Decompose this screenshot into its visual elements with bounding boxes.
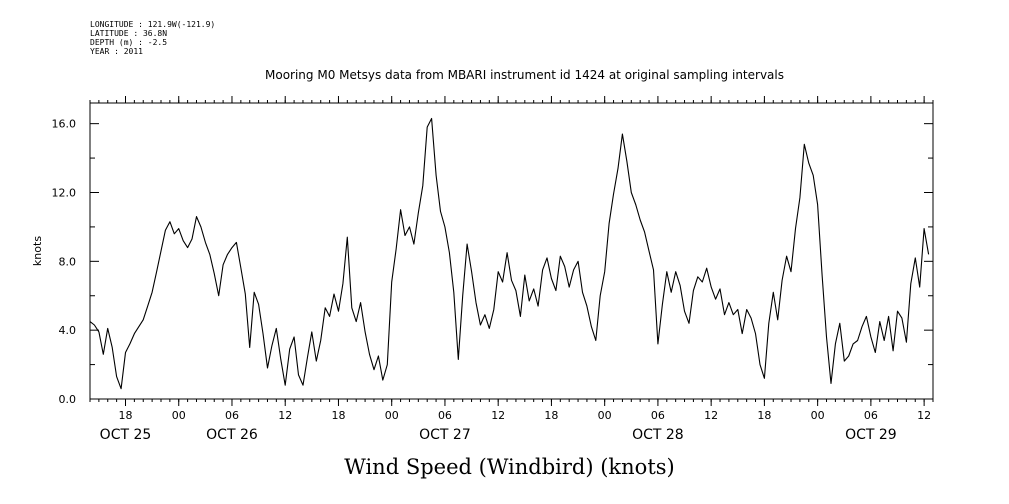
chart-title: Mooring M0 Metsys data from MBARI instru… [265,68,784,82]
x-day-label: OCT 25 [100,427,152,443]
x-tick-label: 12 [917,409,931,422]
y-axis-label: knots [31,236,44,266]
x-tick-label: 06 [651,409,665,422]
x-tick-label: 00 [385,409,399,422]
x-tick-label: 00 [811,409,825,422]
x-day-label: OCT 29 [845,427,897,443]
metadata-block: LONGITUDE : 121.9W(-121.9) LATITUDE : 36… [90,20,215,56]
x-tick-label: 18 [757,409,771,422]
x-day-label: OCT 28 [632,427,684,443]
metadata-depth: DEPTH (m) : -2.5 [90,38,168,47]
x-tick-label: 00 [598,409,612,422]
x-tick-label: 06 [438,409,452,422]
y-tick-label: 16.0 [52,118,77,131]
metadata-year: YEAR : 2011 [90,47,143,56]
x-tick-label: 18 [118,409,132,422]
y-tick-label: 4.0 [59,324,77,337]
x-tick-label: 18 [544,409,558,422]
y-tick-label: 8.0 [59,255,77,268]
x-tick-label: 06 [864,409,878,422]
x-tick-label: 12 [704,409,718,422]
x-tick-label: 06 [225,409,239,422]
x-tick-label: 12 [491,409,505,422]
metadata-latitude: LATITUDE : 36.8N [90,29,168,38]
x-tick-label: 12 [278,409,292,422]
x-day-label: OCT 26 [206,427,258,443]
y-tick-label: 0.0 [59,393,77,406]
y-tick-label: 12.0 [52,186,77,199]
x-tick-label: 18 [331,409,345,422]
x-axis-title: Wind Speed (Windbird) (knots) [344,455,675,479]
metadata-longitude: LONGITUDE : 121.9W(-121.9) [90,20,216,29]
x-day-label: OCT 27 [419,427,471,443]
wind-speed-series-line [89,117,930,390]
x-tick-label: 00 [172,409,186,422]
plot-frame [89,102,934,400]
